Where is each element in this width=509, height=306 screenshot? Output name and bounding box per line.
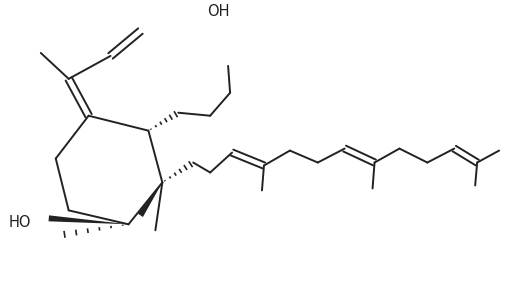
Text: OH: OH [207, 4, 229, 19]
Text: HO: HO [8, 215, 31, 230]
Polygon shape [137, 182, 162, 217]
Polygon shape [48, 215, 128, 224]
